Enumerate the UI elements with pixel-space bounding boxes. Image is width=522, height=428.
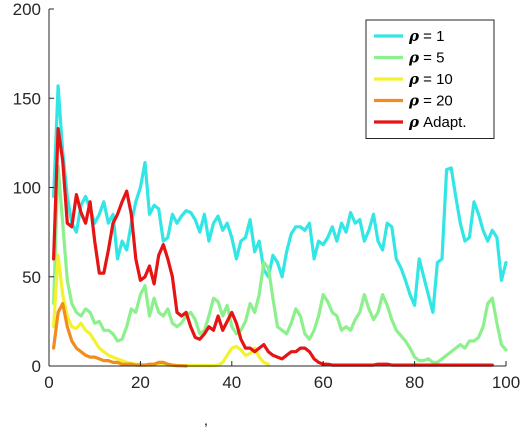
x-tick-label: 60 [314, 373, 333, 392]
y-tick-label: 0 [32, 357, 41, 376]
legend-entry-label: ρ = 5 [408, 49, 444, 67]
x-tick-label: 20 [131, 373, 150, 392]
legend-entry-label: ρ = 1 [408, 27, 444, 45]
y-tick-label: 50 [22, 268, 41, 287]
series-line-2 [51, 164, 508, 364]
legend-box [365, 19, 495, 139]
axes [48, 8, 507, 367]
legend-entry-label: ρ = 10 [408, 70, 453, 88]
x-tick-label: 40 [222, 373, 241, 392]
plot-lines [51, 84, 508, 368]
series-line-1 [51, 84, 508, 314]
y-tick-labels: 0 50 100 150 200 [13, 0, 41, 376]
series-line-4 [51, 301, 188, 368]
y-tick-label: 100 [13, 179, 41, 198]
legend-entry-label: ρ Adapt. [408, 113, 467, 131]
y-tick-label: 150 [13, 89, 41, 108]
x-tick-label: 80 [405, 373, 424, 392]
stray-comma-mark: , [204, 412, 208, 428]
x-tick-labels: 0 20 40 60 80 100 [44, 373, 520, 392]
x-tick-label: 100 [492, 373, 520, 392]
x-tick-label: 0 [44, 373, 53, 392]
series-line-3 [51, 253, 270, 368]
y-tick-label: 200 [13, 0, 41, 19]
legend-entry-label: ρ = 20 [408, 92, 453, 110]
series-line-5 [51, 127, 494, 367]
legend: ρ = 1 ρ = 5 ρ = 10 ρ = 20 ρ Adapt. [365, 19, 495, 139]
